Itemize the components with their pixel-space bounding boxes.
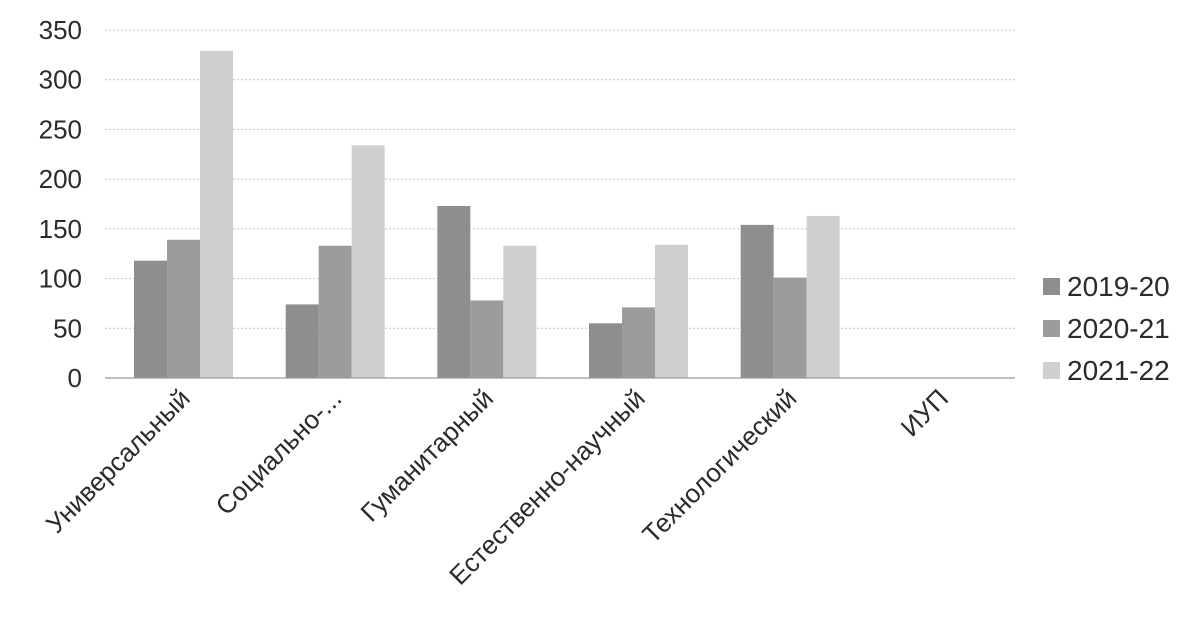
x-category-label: Социально-...	[210, 383, 348, 521]
bar-2019-20-2	[437, 205, 471, 378]
bar-2019-20-1	[285, 304, 319, 378]
gridlines	[105, 29, 1015, 329]
y-tick-label: 50	[53, 313, 82, 343]
legend-label: 2019-20	[1067, 271, 1170, 302]
legend-swatch	[1043, 362, 1060, 379]
y-tick-label: 300	[39, 65, 82, 95]
y-tick-label: 350	[39, 15, 82, 45]
y-axis-ticks: 0 50 100 150 200 250 300 350	[39, 15, 82, 393]
y-tick-label: 250	[39, 114, 82, 144]
bar-2021-22-4	[806, 215, 840, 378]
bar-2020-21-2	[470, 300, 504, 378]
y-tick-label: 200	[39, 164, 82, 194]
bar-2020-21-0	[167, 239, 200, 378]
x-axis-categories: Универсальный Социально-... ГуманитарныйЕс…	[40, 383, 954, 591]
bars	[134, 50, 840, 378]
legend-swatch	[1043, 278, 1060, 295]
bar-2020-21-3	[622, 307, 655, 378]
x-category-label: Гуманитарный	[355, 383, 500, 528]
bar-2019-20-3	[589, 323, 622, 378]
legend: 2019-20 2020-21 2021-22	[1043, 271, 1170, 386]
y-tick-label: 100	[39, 264, 82, 294]
x-category-label: Универсальный	[40, 383, 196, 539]
bar-2020-21-1	[318, 245, 352, 378]
y-tick-label: 0	[68, 363, 82, 393]
legend-swatch	[1043, 320, 1060, 337]
bar-2020-21-4	[773, 277, 807, 378]
legend-label: 2021-22	[1067, 355, 1170, 386]
bar-2019-20-0	[134, 260, 167, 378]
x-category-label: Технологический	[636, 383, 802, 549]
bar-2019-20-4	[740, 224, 774, 378]
bar-2021-22-1	[351, 145, 385, 378]
y-tick-label: 150	[39, 214, 82, 244]
bar-2021-22-0	[200, 50, 233, 378]
bar-2021-22-3	[655, 244, 688, 378]
x-category-label: ИУП	[895, 383, 954, 442]
bar-2021-22-2	[503, 245, 537, 378]
legend-label: 2020-21	[1067, 313, 1170, 344]
